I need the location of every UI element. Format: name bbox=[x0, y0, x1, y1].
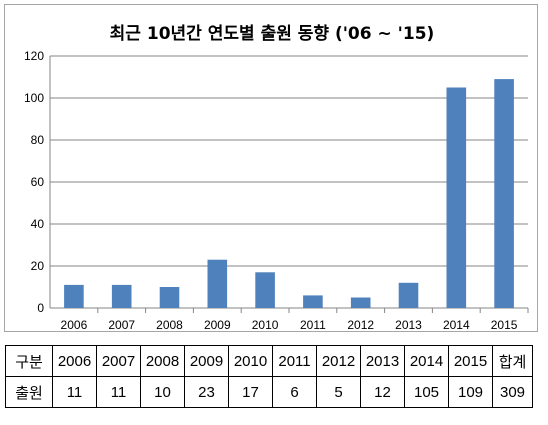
bar bbox=[207, 259, 228, 308]
x-tick-label: 2012 bbox=[347, 318, 374, 332]
bar bbox=[159, 287, 180, 308]
y-tick-label: 100 bbox=[24, 91, 44, 105]
bar bbox=[446, 87, 467, 308]
bar bbox=[303, 295, 323, 308]
bar bbox=[494, 79, 514, 308]
y-tick-label: 40 bbox=[31, 217, 45, 231]
x-tick-label: 2006 bbox=[61, 318, 88, 332]
bar-chart: 0 20 40 60 80 100 120 2006 2007 2008 2009 2010 2011 2… bbox=[24, 49, 529, 332]
table-header-row: 구분 2006 2007 2008 2009 2010 2011 2012 20… bbox=[5, 345, 533, 377]
y-tick-label: 20 bbox=[31, 259, 45, 273]
x-tick-label: 2009 bbox=[204, 318, 231, 332]
table-total-value: 309 bbox=[492, 376, 533, 408]
chart-container: 최근 10년간 연도별 출원 동향 ('06 ~ '15) 0 20 40 60 80 1… bbox=[4, 4, 538, 332]
table-count-cell: 105 bbox=[404, 376, 449, 408]
bar bbox=[111, 284, 132, 308]
table-year-cell: 2014 bbox=[404, 345, 449, 377]
table-year-cell: 2006 bbox=[52, 345, 97, 377]
table-count-row: 출원 11 11 10 23 17 6 5 12 105 109 309 bbox=[5, 376, 533, 408]
bar bbox=[255, 272, 275, 308]
table-count-cell: 11 bbox=[52, 376, 97, 408]
table-year-cell: 2010 bbox=[228, 345, 273, 377]
table-year-cell: 2009 bbox=[184, 345, 229, 377]
x-tick-label: 2015 bbox=[491, 318, 518, 332]
table-count-cell: 10 bbox=[140, 376, 185, 408]
x-tick-label: 2013 bbox=[395, 318, 422, 332]
bar bbox=[64, 284, 84, 308]
table-total-label: 합계 bbox=[492, 345, 533, 377]
bar bbox=[350, 297, 371, 308]
y-tick-label: 80 bbox=[31, 133, 45, 147]
x-tick-label: 2011 bbox=[300, 318, 326, 332]
table-year-cell: 2012 bbox=[316, 345, 361, 377]
table-count-cell: 5 bbox=[316, 376, 361, 408]
table-header-label: 구분 bbox=[5, 345, 53, 377]
table-year-cell: 2013 bbox=[360, 345, 405, 377]
table-count-cell: 23 bbox=[184, 376, 229, 408]
x-tick-label: 2007 bbox=[108, 318, 135, 332]
chart-title: 최근 10년간 연도별 출원 동향 ('06 ~ '15) bbox=[109, 24, 435, 44]
bar bbox=[398, 282, 419, 308]
y-tick-label: 0 bbox=[37, 301, 44, 315]
table-count-cell: 109 bbox=[448, 376, 493, 408]
table-count-cell: 17 bbox=[228, 376, 273, 408]
x-tick-label: 2008 bbox=[156, 318, 183, 332]
y-tick-label: 60 bbox=[31, 175, 45, 189]
table-count-cell: 11 bbox=[96, 376, 141, 408]
table-year-cell: 2008 bbox=[140, 345, 185, 377]
x-tick-label: 2010 bbox=[252, 318, 279, 332]
table-year-cell: 2007 bbox=[96, 345, 141, 377]
table-year-cell: 2015 bbox=[448, 345, 493, 377]
table-row-label: 출원 bbox=[5, 376, 53, 408]
x-tick-label: 2014 bbox=[443, 318, 470, 332]
table-count-cell: 6 bbox=[272, 376, 317, 408]
data-table: 구분 2006 2007 2008 2009 2010 2011 2012 20… bbox=[5, 345, 533, 408]
y-tick-label: 120 bbox=[24, 49, 44, 63]
table-year-cell: 2011 bbox=[272, 345, 317, 377]
table-count-cell: 12 bbox=[360, 376, 405, 408]
